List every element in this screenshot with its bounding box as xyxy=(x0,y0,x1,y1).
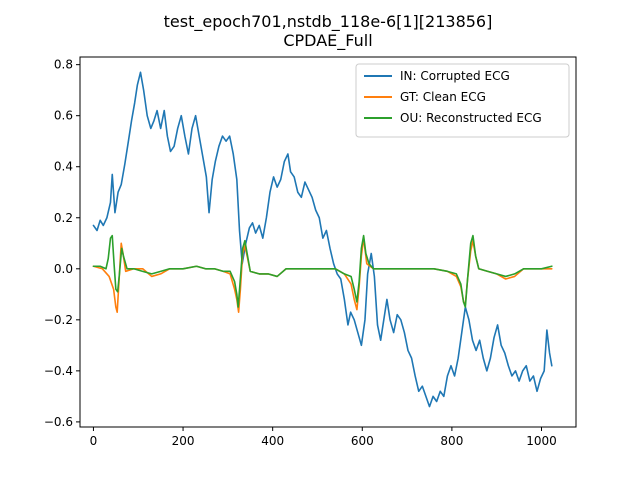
legend-label: OU: Reconstructed ECG xyxy=(400,111,542,125)
series-line-3 xyxy=(92,234,553,308)
legend-box xyxy=(355,63,570,138)
y-tick-label: 0.8 xyxy=(54,58,73,72)
x-tick-label: 800 xyxy=(440,434,463,448)
chart-title: test_epoch701,nstdb_118e-6[1][213856] xyxy=(164,12,493,32)
legend-label: IN: Corrupted ECG xyxy=(400,69,510,83)
y-tick-label: −0.2 xyxy=(44,313,73,327)
y-tick-label: 0.2 xyxy=(54,211,73,225)
plot-lines xyxy=(92,71,553,408)
x-tick-label: 1000 xyxy=(526,434,557,448)
y-tick-label: 0.6 xyxy=(54,109,73,123)
y-tick-label: −0.6 xyxy=(44,415,73,429)
y-tick-label: 0.4 xyxy=(54,160,73,174)
series-line-1 xyxy=(92,71,553,408)
legend-label: GT: Clean ECG xyxy=(400,90,486,104)
x-axis: 0 200 400 600 800 1000 xyxy=(90,427,557,448)
x-tick-label: 0 xyxy=(90,434,98,448)
x-tick-label: 200 xyxy=(172,434,195,448)
x-tick-label: 400 xyxy=(261,434,284,448)
y-tick-label: 0.0 xyxy=(54,262,73,276)
legend: IN: Corrupted ECG GT: Clean ECG OU: Recons… xyxy=(355,63,570,138)
x-tick-label: 600 xyxy=(351,434,374,448)
plot-frame xyxy=(79,56,577,428)
chart-subtitle: CPDAE_Full xyxy=(283,31,372,51)
y-axis: −0.6 −0.4 −0.2 0.0 0.2 0.4 0.6 0.8 xyxy=(44,58,80,429)
y-tick-label: −0.4 xyxy=(44,364,73,378)
